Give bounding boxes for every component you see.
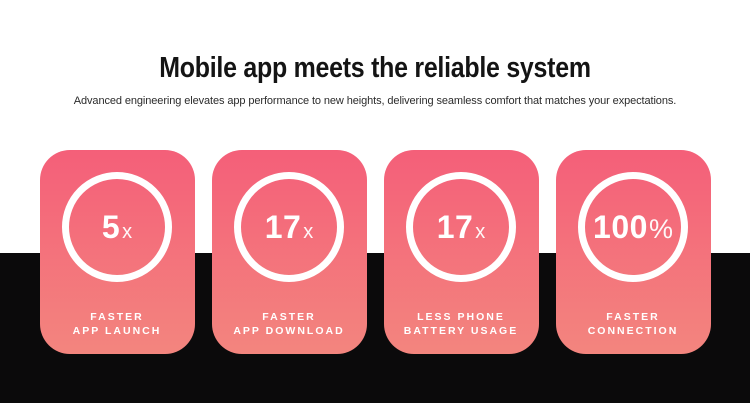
stat-label: FASTER CONNECTION <box>588 310 679 338</box>
stat-label-line-1: LESS PHONE <box>417 311 505 323</box>
stat-value: 5 <box>101 208 121 245</box>
stat-card-connection: 100 % FASTER CONNECTION <box>555 150 711 354</box>
stat-ring: 17 x <box>406 172 516 282</box>
stat-suffix: x <box>303 220 314 243</box>
stat-ring: 100 % <box>578 172 688 282</box>
stat-card-app-download: 17 x FASTER APP DOWNLOAD <box>211 150 367 354</box>
stat-suffix: x <box>475 220 486 243</box>
stat-number: 17 x <box>437 209 486 246</box>
header: Mobile app meets the reliable system Adv… <box>0 0 750 109</box>
stat-label: FASTER APP DOWNLOAD <box>233 310 344 338</box>
stat-card-app-launch: 5 x FASTER APP LAUNCH <box>39 150 195 354</box>
stat-label: FASTER APP LAUNCH <box>73 310 162 338</box>
stat-suffix: x <box>122 220 133 243</box>
stat-label-line-1: FASTER <box>606 311 660 323</box>
stat-label-line-1: FASTER <box>262 311 316 323</box>
stat-number: 100 % <box>593 209 673 246</box>
stat-label-line-2: BATTERY USAGE <box>403 325 519 337</box>
stat-value: 100 <box>593 208 648 245</box>
stat-label-line-2: APP DOWNLOAD <box>233 325 345 337</box>
stat-label: LESS PHONE BATTERY USAGE <box>404 310 518 338</box>
stat-label-line-2: CONNECTION <box>587 325 679 337</box>
stat-ring: 17 x <box>234 172 344 282</box>
stat-number: 5 x <box>102 209 132 246</box>
stat-value: 17 <box>264 208 302 245</box>
stat-label-line-2: APP LAUNCH <box>72 325 162 337</box>
stat-suffix: % <box>648 213 673 244</box>
stats-row: 5 x FASTER APP LAUNCH 17 x FASTER APP DO… <box>0 150 750 354</box>
page-title: Mobile app meets the reliable system <box>159 52 591 84</box>
stat-value: 17 <box>436 208 474 245</box>
stat-ring: 5 x <box>62 172 172 282</box>
stat-label-line-1: FASTER <box>90 311 144 323</box>
stat-card-battery-usage: 17 x LESS PHONE BATTERY USAGE <box>383 150 539 354</box>
page-subtitle: Advanced engineering elevates app perfor… <box>73 95 677 107</box>
stat-number: 17 x <box>265 209 314 246</box>
